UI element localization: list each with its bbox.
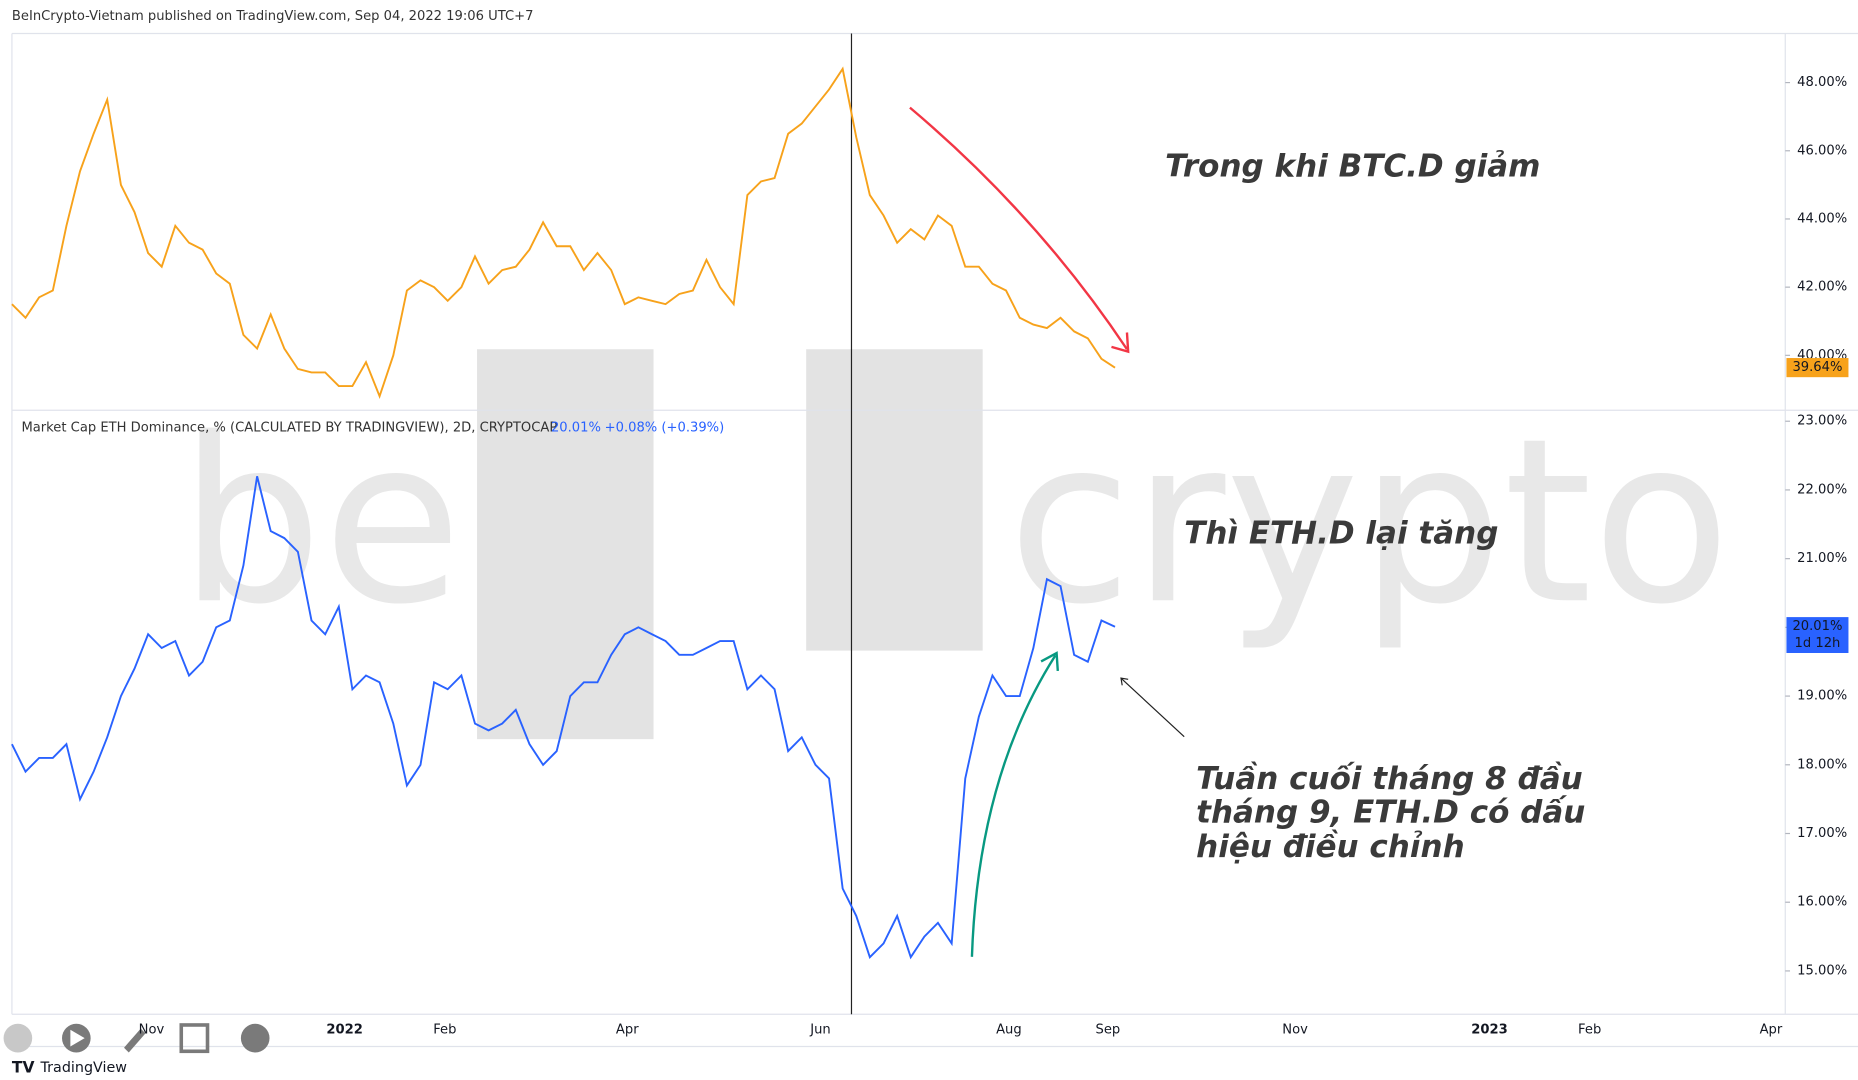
y-tick-label: 21.00% xyxy=(1797,551,1847,566)
line xyxy=(11,476,1116,960)
arrow-head xyxy=(1111,332,1130,354)
series-title: Market Cap ETH Dominance, % (CALCULATED … xyxy=(21,421,557,436)
annotation: Trong khi BTC.D giảm xyxy=(1165,148,1540,184)
logo: TV xyxy=(12,1059,35,1077)
x-tick-label: Sep xyxy=(1096,1022,1121,1037)
y-tick-label: 15.00% xyxy=(1797,963,1847,978)
note: hiệu điều chỉnh xyxy=(1196,828,1465,865)
x-tick-label: Jun xyxy=(809,1022,830,1037)
line xyxy=(11,66,1116,400)
watermark-bracket xyxy=(477,349,654,740)
price-tag-label: 20.01% xyxy=(1792,619,1842,634)
note: tháng 9, ETH.D có dấu xyxy=(1196,793,1585,830)
button[interactable] xyxy=(179,1023,210,1054)
arrow xyxy=(909,106,1128,350)
y-tick-label: 22.00% xyxy=(1797,482,1847,497)
header: BeInCrypto-Vietnam published on TradingV… xyxy=(12,9,534,24)
icon xyxy=(70,1029,85,1047)
y-tick-label: 18.00% xyxy=(1797,757,1847,772)
change: +0.08% (+0.39%) xyxy=(605,421,725,436)
y-tick-label: 23.00% xyxy=(1797,414,1847,429)
button[interactable] xyxy=(124,1028,146,1053)
y-tick-label: 42.00% xyxy=(1797,280,1847,295)
y-tick-label: 48.00% xyxy=(1797,75,1847,90)
footer: TradingView xyxy=(40,1060,128,1076)
note: Tuần cuối tháng 8 đầu xyxy=(1196,760,1583,797)
countdown: 1d 12h xyxy=(1795,636,1841,651)
last-value: 20.01% xyxy=(551,421,601,436)
arrow xyxy=(970,654,1057,957)
watermark-bracket xyxy=(806,349,983,651)
button[interactable] xyxy=(240,1023,270,1053)
arrow xyxy=(1120,677,1185,738)
watermark-text: be xyxy=(179,389,462,654)
price-tag xyxy=(1786,617,1849,653)
y-tick-label: 44.00% xyxy=(1797,211,1847,226)
y-tick-label: 46.00% xyxy=(1797,143,1847,158)
x-tick-label: Feb xyxy=(1578,1022,1601,1037)
x-tick-label: Nov xyxy=(139,1022,165,1037)
x-tick-label: 2023 xyxy=(1471,1022,1507,1037)
y-tick-label: 16.00% xyxy=(1797,895,1847,910)
x-tick-label: Aug xyxy=(996,1022,1022,1037)
price-tag xyxy=(1786,358,1849,378)
x-tick-label: Apr xyxy=(616,1022,639,1037)
arrow-head xyxy=(1120,677,1129,686)
price-tag-label: 39.64% xyxy=(1792,360,1842,375)
x-tick-label: 2022 xyxy=(326,1022,362,1037)
y-tick-label: 17.00% xyxy=(1797,826,1847,841)
x-tick-label: Nov xyxy=(1282,1022,1308,1037)
toolbar[interactable] xyxy=(3,1023,270,1054)
arrow-head xyxy=(1040,651,1059,672)
watermark: be crypto xyxy=(179,349,1731,740)
y-tick-label: 19.00% xyxy=(1797,689,1847,704)
x-tick-label: Apr xyxy=(1760,1022,1783,1037)
button[interactable] xyxy=(3,1023,33,1053)
annotation: Thì ETH.D lại tăng xyxy=(1184,516,1498,552)
x-tick-label: Feb xyxy=(433,1022,456,1037)
watermark-text: crypto xyxy=(1008,389,1731,654)
